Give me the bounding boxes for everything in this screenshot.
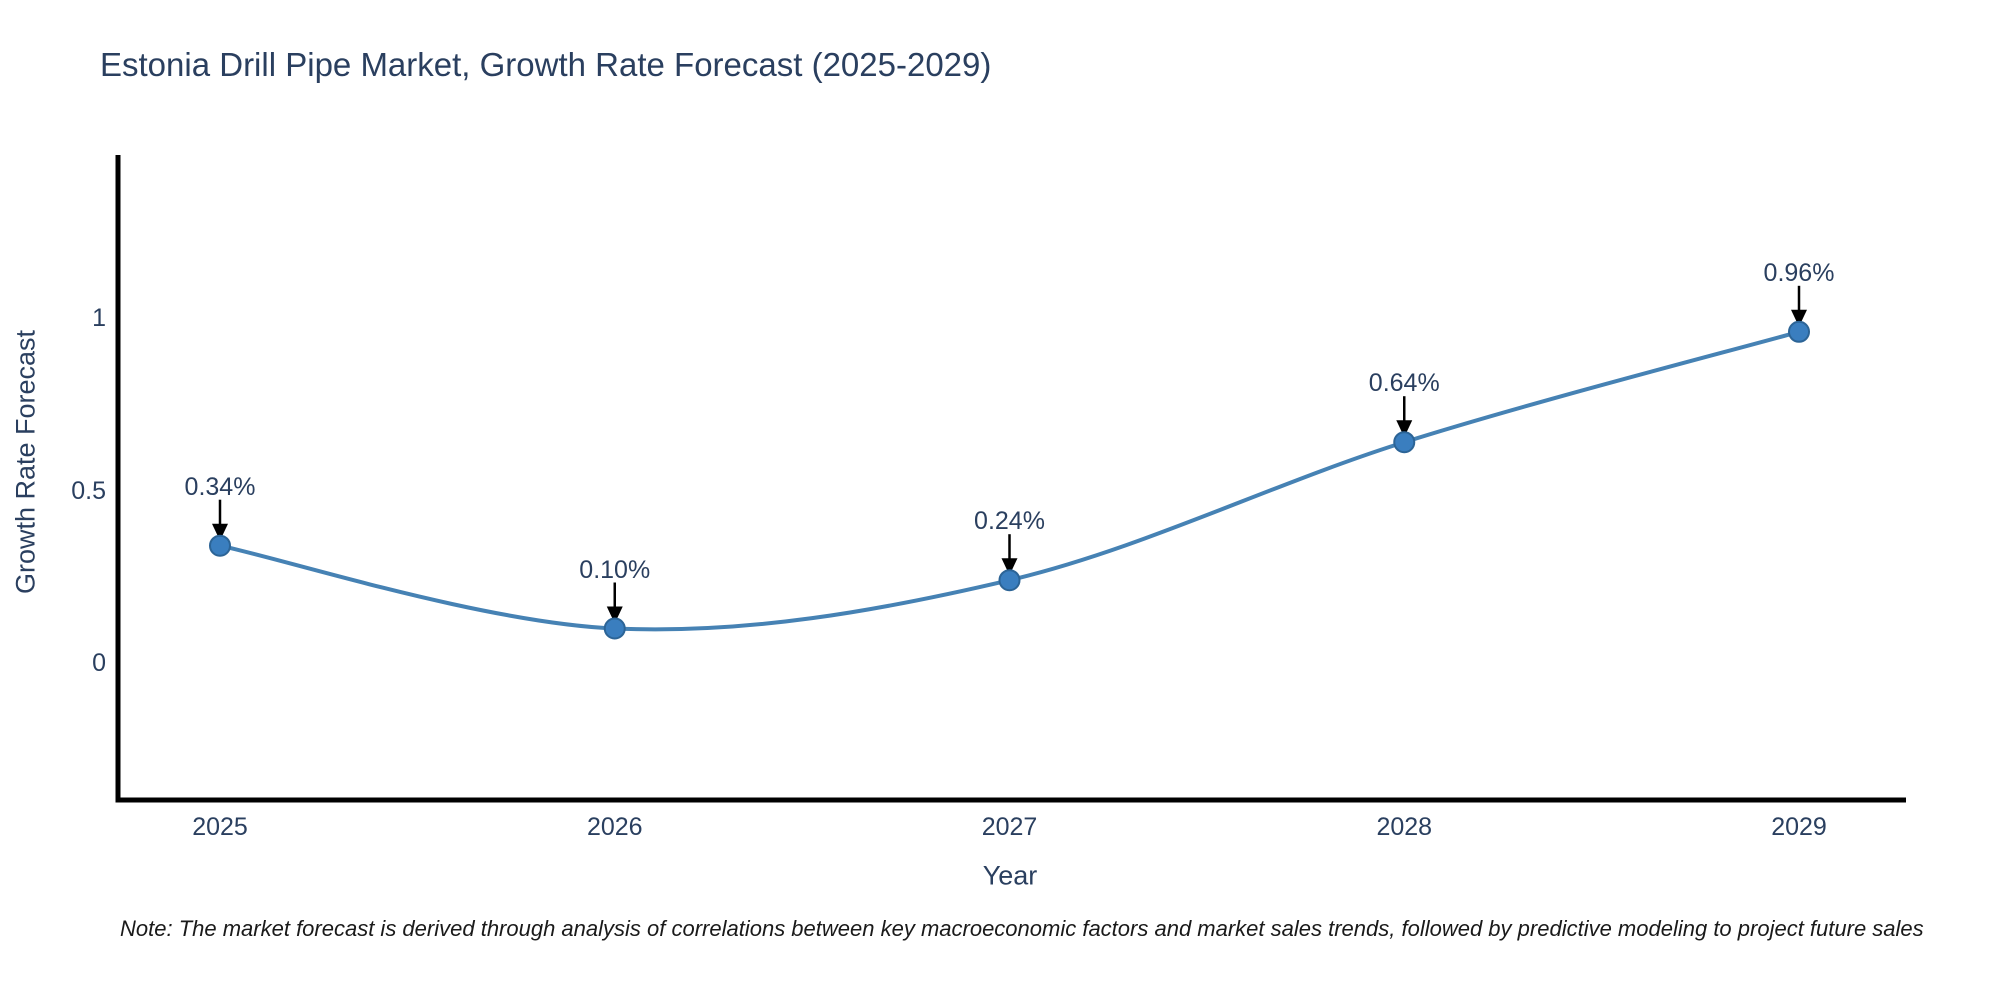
- chart-title: Estonia Drill Pipe Market, Growth Rate F…: [100, 46, 992, 83]
- y-tick-label: 1: [92, 304, 106, 332]
- x-tick-label: 2028: [1376, 813, 1433, 841]
- annotation-arrows: [212, 285, 1807, 624]
- annotation-arrowhead-icon: [1001, 558, 1018, 576]
- y-tick-label: 0: [92, 649, 106, 677]
- x-tick-label: 2025: [192, 813, 248, 841]
- data-point: [209, 534, 231, 557]
- point-annotation-label: 0.10%: [579, 555, 651, 584]
- annotation-arrowhead-icon: [606, 606, 623, 624]
- data-point-markers: [209, 320, 1810, 640]
- annotation-arrowhead-icon: [1791, 309, 1807, 327]
- x-tick-label: 2029: [1771, 813, 1827, 841]
- data-point: [1788, 320, 1810, 343]
- data-point: [1393, 431, 1416, 454]
- data-point: [603, 617, 626, 640]
- x-axis-title: Year: [982, 860, 1038, 891]
- point-annotation-label: 0.24%: [974, 507, 1045, 536]
- point-annotation-label: 0.64%: [1368, 369, 1440, 398]
- annotation-arrowhead-icon: [1396, 420, 1413, 438]
- point-annotation-label: 0.34%: [184, 472, 256, 501]
- annotation-arrowhead-icon: [212, 523, 228, 541]
- point-annotation-label: 0.96%: [1763, 258, 1835, 287]
- data-point: [998, 569, 1021, 592]
- footnote: Note: The market forecast is derived thr…: [120, 916, 1924, 941]
- x-tick-label: 2027: [981, 813, 1038, 841]
- y-tick-label: 0.5: [71, 476, 106, 505]
- x-tick-label: 2026: [586, 813, 643, 841]
